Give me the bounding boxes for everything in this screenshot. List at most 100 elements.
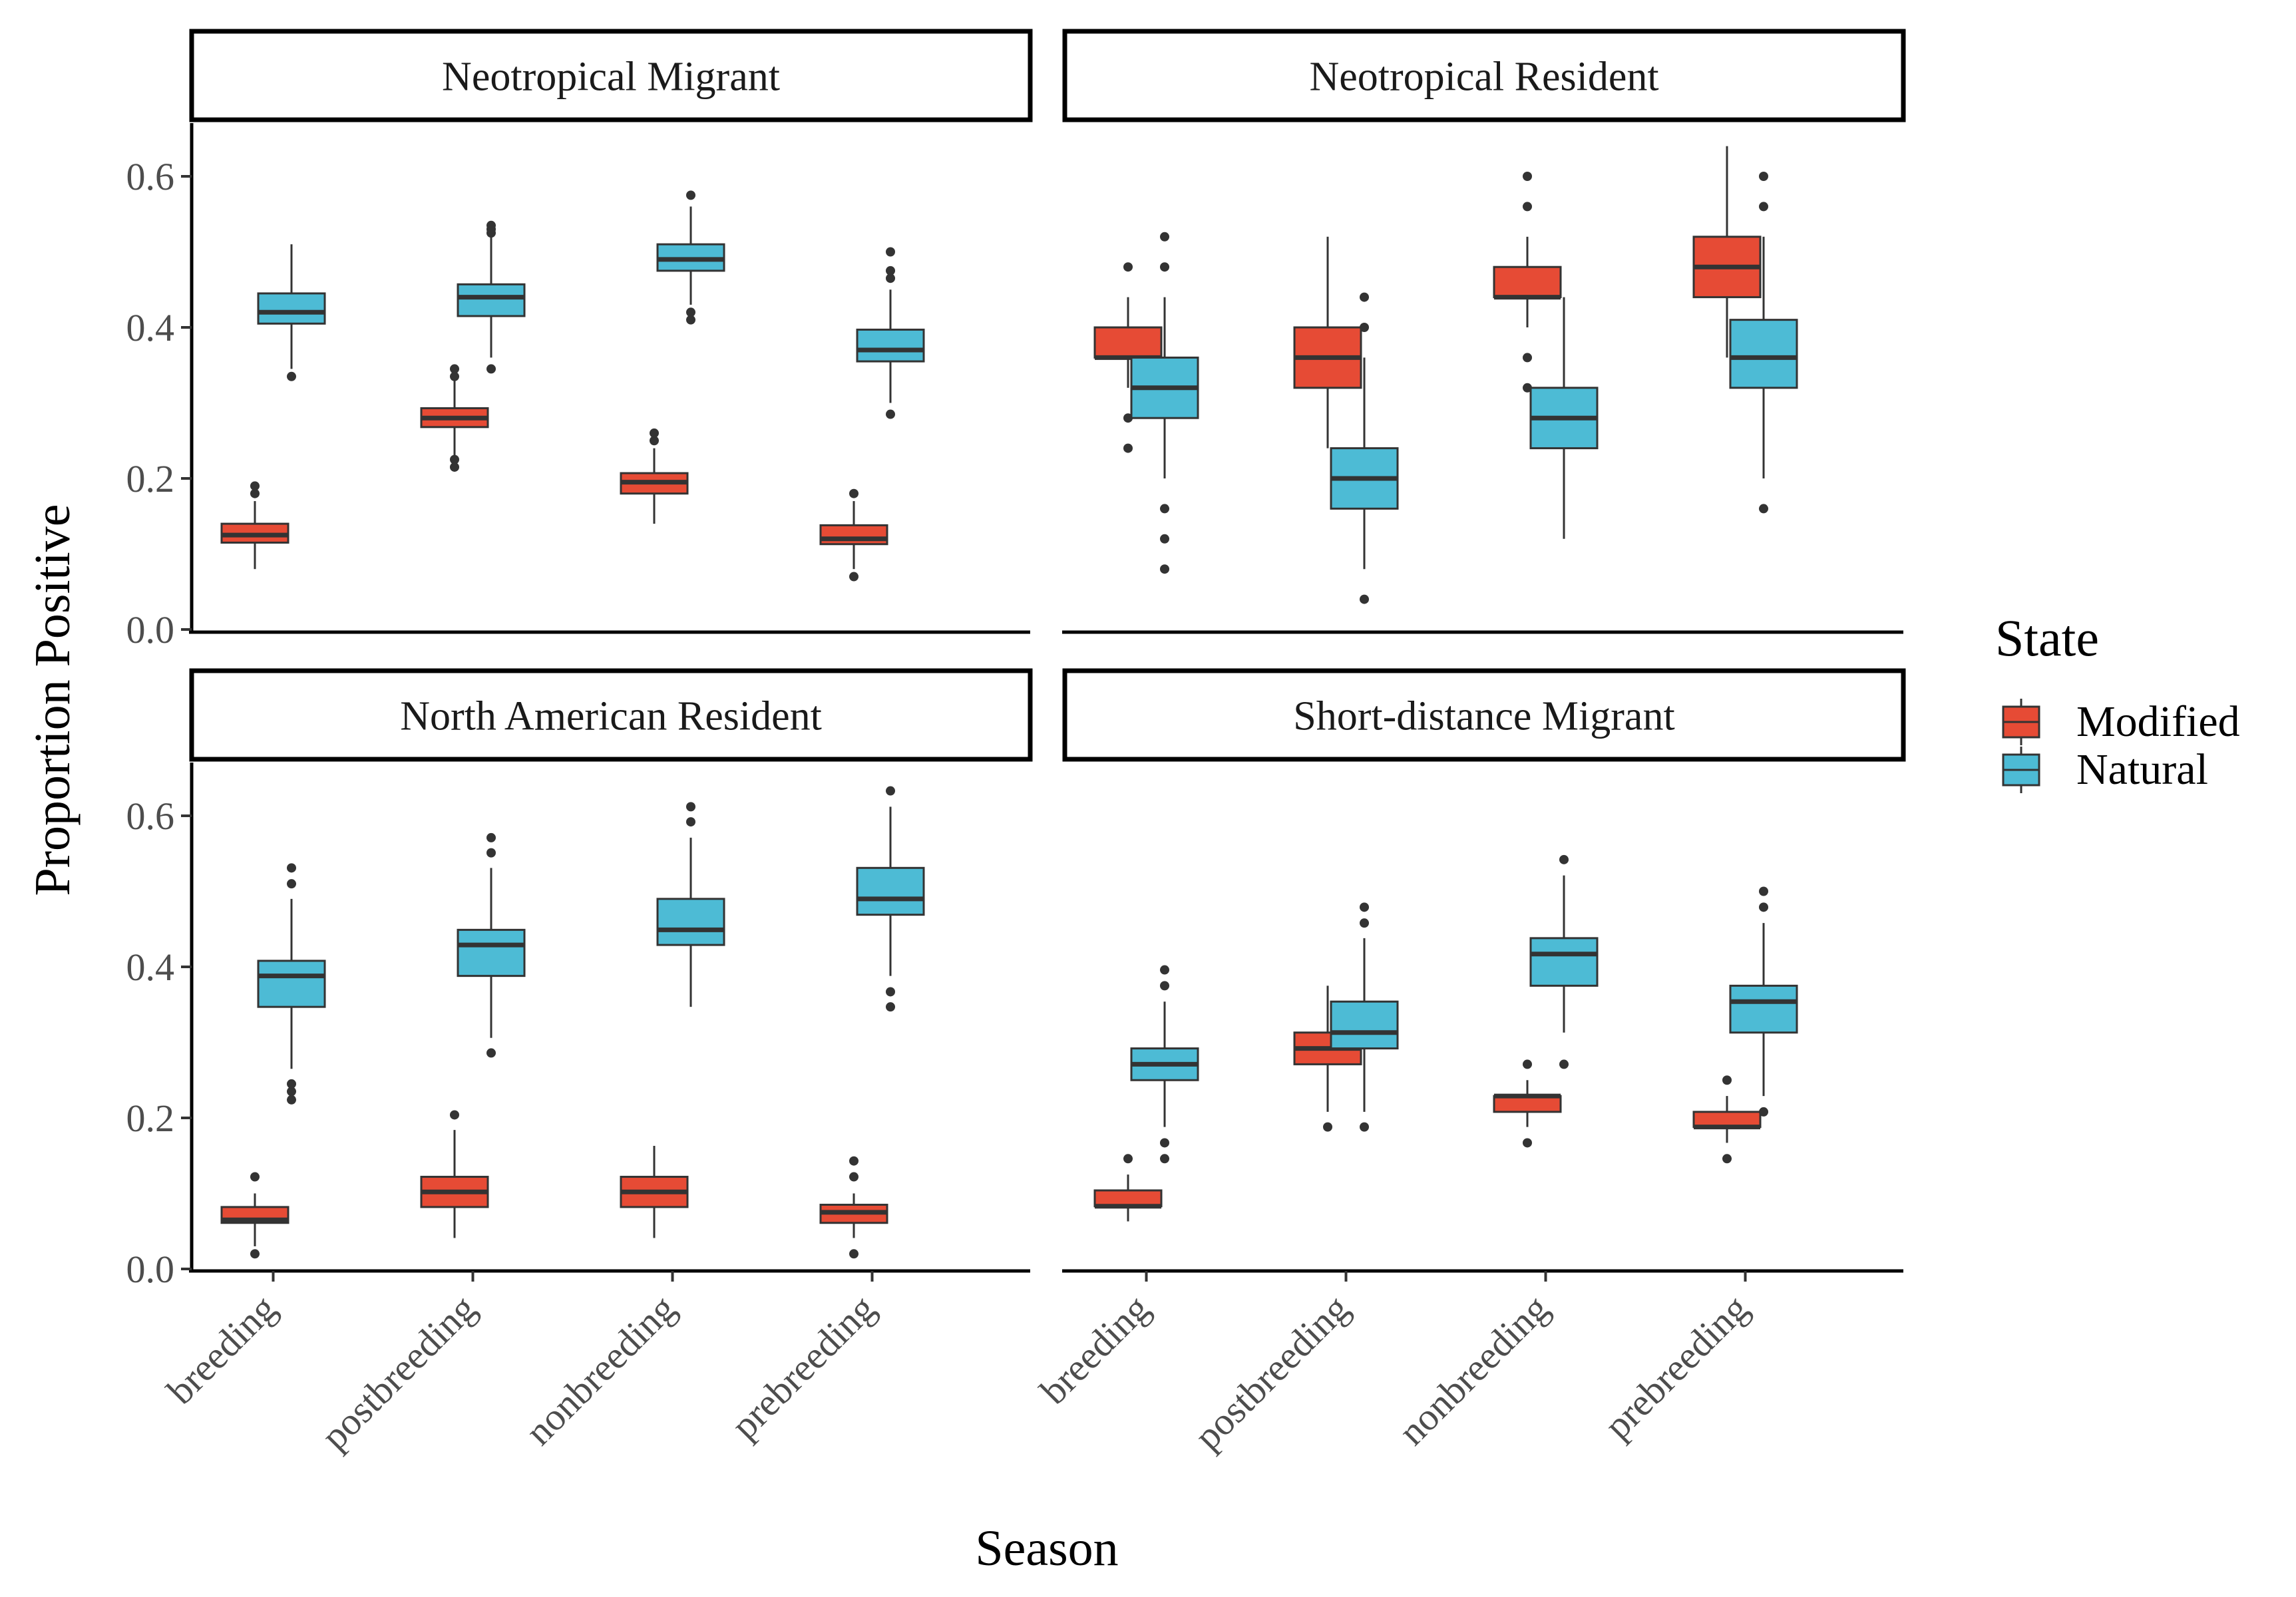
x-tick-label: nonbreeding <box>1390 1286 1557 1453</box>
legend-title: State <box>1995 609 2099 667</box>
x-tick-label: breeding <box>158 1286 284 1412</box>
panel-3: North American Resident <box>189 668 1033 1259</box>
box-breeding-modified <box>220 1172 289 1259</box>
outlier-point <box>886 409 895 419</box>
outlier-point <box>1722 1075 1732 1085</box>
outlier-point <box>486 832 496 842</box>
box-nonbreeding-modified <box>620 1145 689 1238</box>
panel-strip <box>189 29 1033 122</box>
outlier-point <box>1160 965 1169 975</box>
outlier-point <box>250 488 260 498</box>
panel-title: Neotropical Resident <box>1309 55 1658 100</box>
y-axis-title: Proportion Positive <box>25 504 81 896</box>
outlier-point <box>250 481 260 491</box>
outlier-point <box>1160 232 1169 242</box>
box-body <box>1093 326 1163 359</box>
outlier-point <box>1160 981 1169 991</box>
box-nonbreeding-modified <box>620 428 689 524</box>
box-prebreeding-natural <box>1729 172 1798 514</box>
outlier-point <box>1360 902 1369 912</box>
outlier-point <box>287 1095 296 1105</box>
outlier-point <box>686 802 695 812</box>
outlier-point <box>450 462 459 472</box>
box-body <box>856 866 925 916</box>
outlier-point <box>686 190 695 200</box>
outlier-point <box>486 1048 496 1058</box>
legend-item-natural: Natural <box>2002 745 2208 794</box>
y-tick-label: 0.4 <box>126 946 175 989</box>
outlier-point <box>1523 202 1532 212</box>
outlier-point <box>1160 1138 1169 1148</box>
box-body <box>1729 984 1798 1034</box>
outlier-point <box>1360 918 1369 928</box>
outlier-point <box>250 1249 260 1259</box>
outlier-point <box>450 371 459 381</box>
outlier-point <box>1160 504 1169 514</box>
box-prebreeding-natural <box>1729 886 1798 1117</box>
box-body <box>457 928 526 977</box>
y-tick-label: 0.2 <box>126 457 175 500</box>
box-breeding-modified <box>1093 262 1163 453</box>
outlier-point <box>886 987 895 997</box>
outlier-point <box>1360 594 1369 604</box>
box-body <box>257 960 326 1008</box>
box-postbreeding-modified <box>420 364 489 472</box>
outlier-point <box>886 786 895 796</box>
legend-label-modified: Modified <box>2076 697 2240 746</box>
outlier-point <box>287 863 296 873</box>
outlier-point <box>1323 1122 1332 1132</box>
y-tick-label: 0.4 <box>126 306 175 349</box>
outlier-point <box>1759 504 1768 514</box>
box-breeding-modified <box>1093 1154 1163 1222</box>
outlier-point <box>486 848 496 858</box>
outlier-point <box>650 436 659 446</box>
outlier-point <box>1759 172 1768 181</box>
outlier-point <box>849 1249 859 1259</box>
outlier-point <box>1523 1059 1532 1069</box>
outlier-point <box>686 315 695 325</box>
legend-item-modified: Modified <box>2002 697 2240 746</box>
panel-title: North American Resident <box>400 694 822 739</box>
box-postbreeding-modified <box>1293 236 1362 448</box>
panel-title: Short-distance Migrant <box>1293 694 1674 739</box>
outlier-point <box>1160 262 1169 272</box>
panel-strip <box>1062 29 1906 122</box>
panel-title: Neotropical Migrant <box>442 55 780 100</box>
box-body <box>1493 266 1562 299</box>
outlier-point <box>1759 902 1768 912</box>
x-axis-title: Season <box>975 1520 1118 1576</box>
outlier-point <box>1360 292 1369 302</box>
box-prebreeding-modified <box>819 488 888 582</box>
outlier-point <box>886 266 895 275</box>
box-postbreeding-natural <box>457 220 526 374</box>
box-body <box>257 292 326 325</box>
outlier-point <box>1559 854 1569 864</box>
box-body <box>1330 1000 1399 1050</box>
outlier-point <box>849 572 859 582</box>
box-body <box>856 328 925 363</box>
box-body <box>1493 1095 1562 1113</box>
outlier-point <box>1160 534 1169 544</box>
box-breeding-natural <box>257 863 326 1105</box>
box-nonbreeding-natural <box>1529 854 1599 1069</box>
outlier-point <box>650 428 659 438</box>
outlier-point <box>686 307 695 317</box>
box-nonbreeding-natural <box>656 190 725 325</box>
y-tick-label: 0.2 <box>126 1097 175 1140</box>
outlier-point <box>686 817 695 827</box>
outlier-point <box>1123 443 1133 453</box>
outlier-point <box>486 364 496 374</box>
x-tick-label: postbreeding <box>1186 1286 1358 1458</box>
panel-4: Short-distance Migrant <box>1062 668 1906 1222</box>
x-tick-label: prebreeding <box>1596 1286 1757 1447</box>
outlier-point <box>849 1156 859 1166</box>
box-body <box>819 524 888 546</box>
box-nonbreeding-modified <box>1493 172 1562 393</box>
outlier-point <box>1759 1107 1768 1117</box>
y-tick-label: 0.6 <box>126 155 175 198</box>
outlier-point <box>287 371 296 381</box>
panel-2: Neotropical Resident <box>1062 29 1906 604</box>
outlier-point <box>1360 1122 1369 1132</box>
